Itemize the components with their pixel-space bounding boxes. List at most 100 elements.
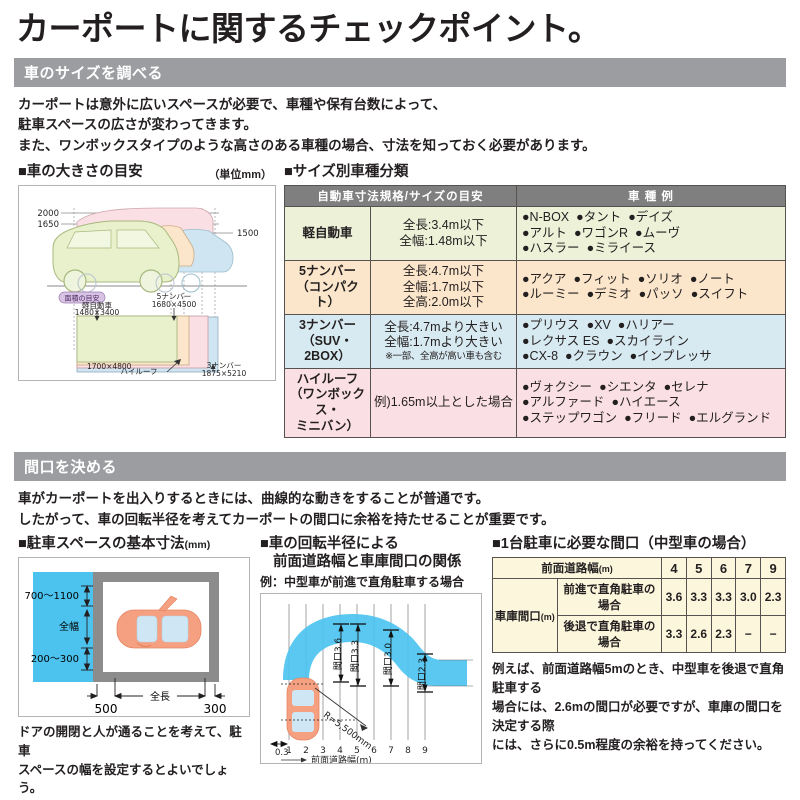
example-item: ●デイズ bbox=[628, 210, 673, 225]
parking-space-diagram: 700〜1100 全幅 200〜300 全長 500 300 bbox=[18, 557, 250, 718]
opening-label-4: 間口2.3 bbox=[417, 658, 428, 690]
example-item: ●ノート bbox=[689, 271, 735, 286]
opening-value: 3.0 bbox=[735, 578, 762, 617]
parking-space-block: ■駐車スペースの基本寸法(mm) bbox=[18, 536, 250, 798]
required-opening-block: ■1台駐車に必要な間口（中型車の場合） 前面道路幅(m) 4 5 6 7 9 車… bbox=[491, 536, 786, 755]
car-top-view-icon bbox=[116, 595, 202, 649]
car-size-diagram: 面積の目安 2000 1 bbox=[18, 185, 276, 382]
turning-example-label: 例：中型車が前進で直角駐車する場合 bbox=[260, 574, 465, 589]
section1-line-3: また、ワンボックスタイプのような高さのある車種の場合、寸法を知っておく必要があり… bbox=[18, 137, 596, 153]
header-examples: 車 種 例 bbox=[516, 185, 786, 208]
spec-note: ※一部、全高が高い車も含む bbox=[385, 351, 502, 363]
section1-body: カーポートは意外に広いスペースが必要で、車種や保有台数によって、 駐車スペースの… bbox=[8, 87, 792, 157]
table-header-row: 自動車寸法規格/サイズの目安 車 種 例 bbox=[284, 185, 786, 208]
rear-clearance-label: 300 bbox=[204, 702, 227, 716]
vehicle-class-block: ■サイズ別車種分類 自動車寸法規格/サイズの目安 車 種 例 軽自動車 全長:3… bbox=[284, 164, 786, 439]
road-width-value: 5 bbox=[685, 557, 712, 580]
garage-opening-header: 車庫間口(m) bbox=[492, 578, 558, 654]
full-length-label: 全長 bbox=[150, 690, 170, 703]
road-width-header-text: 前面道路幅 bbox=[541, 563, 599, 576]
road-width-value: 7 bbox=[735, 557, 762, 580]
kei-name-label: 軽自動車 bbox=[82, 300, 112, 310]
section1-content: ■車の大きさの目安 （単位mm） bbox=[8, 156, 792, 439]
class-spec: 全長:4.7m以下 全幅:1.7m以下 全高:2.0m以下 bbox=[370, 260, 517, 315]
example-item: ●プリウス bbox=[522, 317, 580, 332]
class-name: 軽自動車 bbox=[284, 206, 371, 262]
svg-text:4: 4 bbox=[337, 746, 343, 756]
spec-line: 全長:3.4m以下 bbox=[402, 217, 485, 232]
parking-space-heading: ■駐車スペースの基本寸法(mm) bbox=[18, 536, 250, 554]
class-examples: ●N-BOX ●タント ●デイズ ●アルト ●ワゴンR ●ムーヴ ●ハスラー ●ミライース bbox=[516, 206, 786, 262]
highroof-size-label: 1700×4800 bbox=[87, 362, 132, 372]
required-opening-note: 例えば、前面道路幅5mのとき、中型車を後退で直角駐車する 場合には、2.6mの間… bbox=[492, 653, 786, 755]
class-examples: ●アクア ●フィット ●ソリオ ●ノート ●ルーミー ●デミオ ●パッソ ●スイフト bbox=[516, 260, 786, 315]
class-spec: 全長:3.4m以下 全幅:1.48m以下 bbox=[370, 206, 517, 262]
section-header-opening: 間口を決める bbox=[14, 452, 786, 482]
class-name: ハイルーフ （ワンボックス・ ミニバン） bbox=[284, 367, 371, 439]
five-name-label: 5ナンバー bbox=[157, 292, 192, 301]
section2-body: 車がカーポートを出入りするときには、曲線的な動きをすることが普通です。 したがっ… bbox=[8, 481, 792, 530]
car-size-svg: 面積の目安 2000 1 bbox=[37, 207, 259, 378]
opening-value: − bbox=[760, 615, 786, 654]
offset-label: 0.3 bbox=[275, 748, 289, 758]
page-title: カーポートに関するチェックポイント。 bbox=[16, 10, 601, 47]
example-item: ●ムーヴ bbox=[635, 225, 681, 240]
class-name: 3ナンバー （SUV・2BOX） bbox=[284, 313, 371, 369]
example-item: ●フィット bbox=[573, 271, 631, 286]
note-line: 例えば、前面道路幅5mのとき、中型車を後退で直角駐車する bbox=[492, 662, 785, 696]
height-1500-label: 1500 bbox=[237, 229, 259, 239]
turning-radius-diagram: R=5,500mm bbox=[260, 592, 482, 766]
table-row: 3ナンバー （SUV・2BOX） 全長:4.7mより大きい 全幅:1.7mより大… bbox=[284, 313, 786, 369]
kei-size-label: 1480×3400 bbox=[75, 308, 120, 317]
road-width-value: 6 bbox=[710, 557, 737, 580]
example-item: ●ミライース bbox=[586, 241, 656, 256]
svg-text:6: 6 bbox=[371, 746, 377, 756]
example-item: ●CX-8 bbox=[522, 349, 559, 364]
example-item: ●ソリオ bbox=[637, 271, 683, 286]
section2-content: ■駐車スペースの基本寸法(mm) bbox=[8, 530, 792, 798]
example-item: ●エルグランド bbox=[688, 410, 772, 425]
svg-text:2: 2 bbox=[303, 746, 309, 756]
spec-line: 全長:4.7m以下 bbox=[402, 264, 485, 279]
example-item: ●セレナ bbox=[663, 379, 709, 394]
scenario-label: 前進で直角駐車の場合 bbox=[556, 578, 663, 617]
example-item: ●デミオ bbox=[586, 287, 632, 302]
example-item: ●アルファード bbox=[522, 395, 605, 410]
example-item: ●クラウン bbox=[565, 349, 623, 364]
svg-text:3: 3 bbox=[320, 746, 326, 756]
car-top-view-icon-2 bbox=[286, 677, 320, 741]
example-item: ●シエンタ bbox=[599, 379, 657, 394]
class-examples: ●プリウス ●XV ●ハリアー ●レクサス ES ●スカイライン ●CX-8 ●クラウン… bbox=[516, 313, 786, 369]
height-1650-label: 1650 bbox=[37, 220, 59, 230]
svg-text:5: 5 bbox=[354, 746, 360, 756]
example-item: ●レクサス ES bbox=[522, 333, 600, 348]
parking-heading-unit: (mm) bbox=[184, 539, 211, 552]
car-size-unit-label: （単位mm） bbox=[208, 169, 272, 182]
car-size-heading: ■車の大きさの目安 bbox=[18, 164, 143, 181]
section1-line-2: 駐車スペースの広さが変わってきます。 bbox=[18, 117, 257, 133]
svg-text:1: 1 bbox=[286, 746, 292, 756]
parking-space-caption: ドアの開閉と人が通ることを考えて、駐車 スペースの幅を設定するとよいでしょう。 bbox=[18, 717, 250, 798]
front-clearance-label: 500 bbox=[95, 702, 118, 716]
table-row: ハイルーフ （ワンボックス・ ミニバン） 例)1.65m以上とした場合 ●ヴォク… bbox=[284, 367, 786, 439]
required-opening-table: 前面道路幅(m) 4 5 6 7 9 車庫間口(m) 前進で直角駐車の場合 3.… bbox=[491, 557, 786, 654]
example-item: ●ハイエース bbox=[611, 395, 681, 410]
section2-line-2: したがって、車の回転半径を考えてカーポートの間口に余裕を持たせることが重要です。 bbox=[18, 511, 555, 527]
example-item: ●ヴォクシー bbox=[522, 379, 593, 394]
example-item: ●スイフト bbox=[690, 287, 749, 302]
top-gap-label: 700〜1100 bbox=[24, 591, 79, 602]
spec-line: 全長:4.7mより大きい bbox=[384, 319, 503, 334]
radius-label: R=5,500mm bbox=[321, 710, 373, 752]
example-item: ●アクア bbox=[522, 271, 567, 286]
example-item: ●ハスラー bbox=[522, 241, 580, 256]
example-item: ●ルーミー bbox=[522, 287, 580, 302]
example-item: ●タント bbox=[576, 210, 622, 225]
opening-value: 3.3 bbox=[710, 578, 737, 617]
class-name: 5ナンバー （コンパクト） bbox=[284, 260, 371, 315]
table-row: 5ナンバー （コンパクト） 全長:4.7m以下 全幅:1.7m以下 全高:2.0… bbox=[284, 260, 786, 315]
turning-heading-line1: ■車の回転半径による bbox=[260, 536, 399, 553]
spec-line: 例)1.65m以上とした場合 bbox=[374, 395, 513, 410]
garage-opening-header-text: 車庫間口 bbox=[494, 610, 541, 623]
spec-line: 全幅:1.7m以下 bbox=[402, 279, 485, 294]
